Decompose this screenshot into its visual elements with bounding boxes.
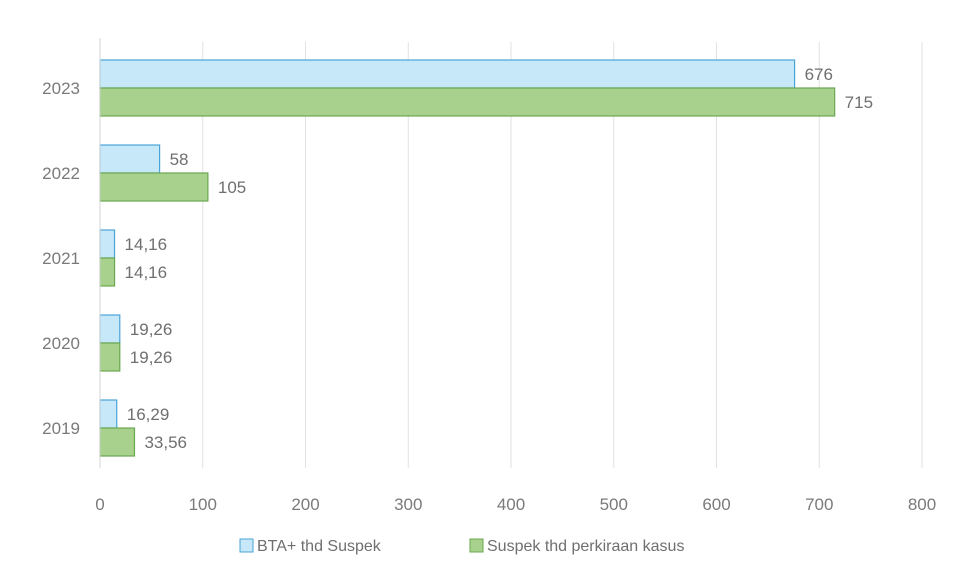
bar-suspek-2020 xyxy=(99,342,121,372)
x-tick-label: 600 xyxy=(702,495,730,514)
x-tick-label: 0 xyxy=(95,495,104,514)
x-tick-label: 700 xyxy=(805,495,833,514)
data-label-bta-2022: 58 xyxy=(170,150,189,169)
data-label-bta-2019: 16,29 xyxy=(127,405,170,424)
x-tick-label: 300 xyxy=(394,495,422,514)
bar-bta-2022 xyxy=(99,144,161,174)
data-label-bta-2020: 19,26 xyxy=(130,320,173,339)
x-tick-label: 500 xyxy=(600,495,628,514)
bars xyxy=(99,59,836,457)
legend-swatch-bta xyxy=(239,538,254,553)
bar-suspek-2023 xyxy=(99,87,836,117)
data-label-bta-2021: 14,16 xyxy=(125,235,168,254)
data-label-suspek-2020: 19,26 xyxy=(130,348,173,367)
data-labels: 676 58 14,16 19,26 16,29 715 105 14,16 19,26 33,5… xyxy=(125,65,873,452)
data-label-bta-2023: 676 xyxy=(805,65,833,84)
bar-bta-2021 xyxy=(99,229,116,259)
y-tick-label-2021: 2021 xyxy=(42,249,80,268)
data-label-suspek-2021: 14,16 xyxy=(125,263,168,282)
y-tick-label-2020: 2020 xyxy=(42,334,80,353)
x-tick-label: 800 xyxy=(908,495,936,514)
y-tick-label-2019: 2019 xyxy=(42,419,80,438)
legend-swatch-suspek xyxy=(469,538,484,553)
data-label-suspek-2023: 715 xyxy=(845,93,873,112)
y-tick-label-2022: 2022 xyxy=(42,164,80,183)
y-axis: 2023 2022 2021 2020 2019 xyxy=(42,38,101,468)
x-tick-label: 400 xyxy=(497,495,525,514)
bar-suspek-2019 xyxy=(99,427,136,457)
x-axis: 0 100 200 300 400 500 600 700 800 xyxy=(95,495,936,514)
legend-label-bta: BTA+ thd Suspek xyxy=(257,538,382,555)
bar-suspek-2021 xyxy=(99,257,116,287)
bar-bta-2020 xyxy=(99,314,121,344)
bar-bta-2019 xyxy=(99,399,118,429)
bar-suspek-2022 xyxy=(99,172,209,202)
bar-bta-2023 xyxy=(99,59,796,89)
x-tick-label: 100 xyxy=(189,495,217,514)
y-tick-label-2023: 2023 xyxy=(42,79,80,98)
data-label-suspek-2022: 105 xyxy=(218,178,246,197)
data-label-suspek-2019: 33,56 xyxy=(144,433,187,452)
x-tick-label: 200 xyxy=(291,495,319,514)
legend-label-suspek: Suspek thd perkiraan kasus xyxy=(487,538,684,555)
legend: BTA+ thd Suspek Suspek thd perkiraan kasu… xyxy=(239,538,684,555)
